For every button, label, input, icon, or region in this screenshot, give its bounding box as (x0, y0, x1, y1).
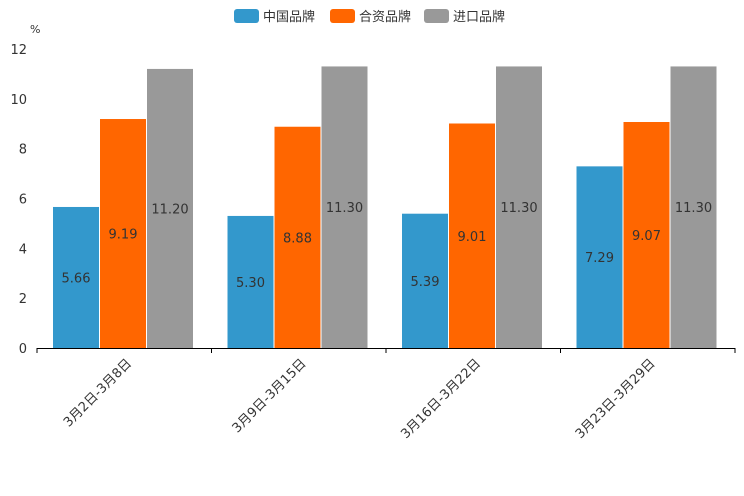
bar[interactable] (496, 66, 542, 349)
bar[interactable] (147, 68, 193, 348)
x-axis: 3月2日-3月8日 3月9日-3月15日 3月16日-3月22日 3月23日-3月29… (36, 348, 736, 442)
bar-value-label: 9.19 (109, 228, 138, 243)
bar-value-label: 7.29 (585, 251, 614, 266)
x-category-label: 3月16日-3月22日 (398, 356, 484, 442)
bar[interactable] (670, 66, 717, 349)
y-tick-label: 8 (19, 143, 27, 158)
bar-value-label: 11.30 (500, 201, 537, 216)
bar-value-label: 9.07 (632, 229, 661, 244)
legend: 中国品牌 合资品牌 进口品牌 (234, 9, 505, 25)
bar-value-label: 11.30 (326, 201, 363, 216)
legend-swatch[interactable] (234, 9, 259, 23)
bars (53, 66, 717, 349)
bar-value-label: 5.39 (411, 275, 440, 290)
x-category-label: 3月2日-3月8日 (61, 356, 135, 430)
bar-value-label: 11.30 (675, 201, 712, 216)
bar[interactable] (623, 122, 670, 349)
bar[interactable] (402, 213, 448, 348)
y-tick-label: 6 (19, 193, 27, 208)
bar-value-label: 8.88 (283, 231, 312, 246)
y-tick-label: 10 (10, 93, 27, 108)
bar-value-label: 5.66 (62, 271, 91, 286)
legend-swatch[interactable] (424, 9, 449, 23)
bar[interactable] (53, 206, 99, 348)
bar-value-label: 9.01 (458, 230, 487, 245)
bar[interactable] (576, 166, 623, 348)
legend-swatch[interactable] (330, 9, 355, 23)
y-tick-label: 0 (19, 342, 27, 357)
bar-value-label: 5.30 (236, 276, 265, 291)
y-axis-unit-label: % (30, 23, 40, 36)
bar[interactable] (274, 126, 321, 349)
x-category-label: 3月23日-3月29日 (573, 356, 659, 442)
legend-label[interactable]: 合资品牌 (359, 9, 411, 25)
bar[interactable] (321, 66, 368, 349)
bar[interactable] (449, 123, 495, 349)
bar-labels: 5.66 9.19 11.20 5.30 8.88 11.30 5.39 9.01 11.30 7… (62, 201, 713, 291)
x-category-label: 3月9日-3月15日 (230, 356, 310, 436)
y-tick-label: 4 (19, 242, 27, 257)
bar[interactable] (227, 215, 274, 348)
legend-label[interactable]: 中国品牌 (263, 9, 315, 25)
y-tick-label: 2 (19, 292, 27, 307)
legend-label[interactable]: 进口品牌 (453, 9, 505, 25)
bar[interactable] (100, 119, 146, 348)
bar-value-label: 11.20 (151, 202, 188, 217)
y-axis: 0 2 4 6 8 10 12 (10, 43, 27, 357)
y-tick-label: 12 (10, 43, 27, 58)
